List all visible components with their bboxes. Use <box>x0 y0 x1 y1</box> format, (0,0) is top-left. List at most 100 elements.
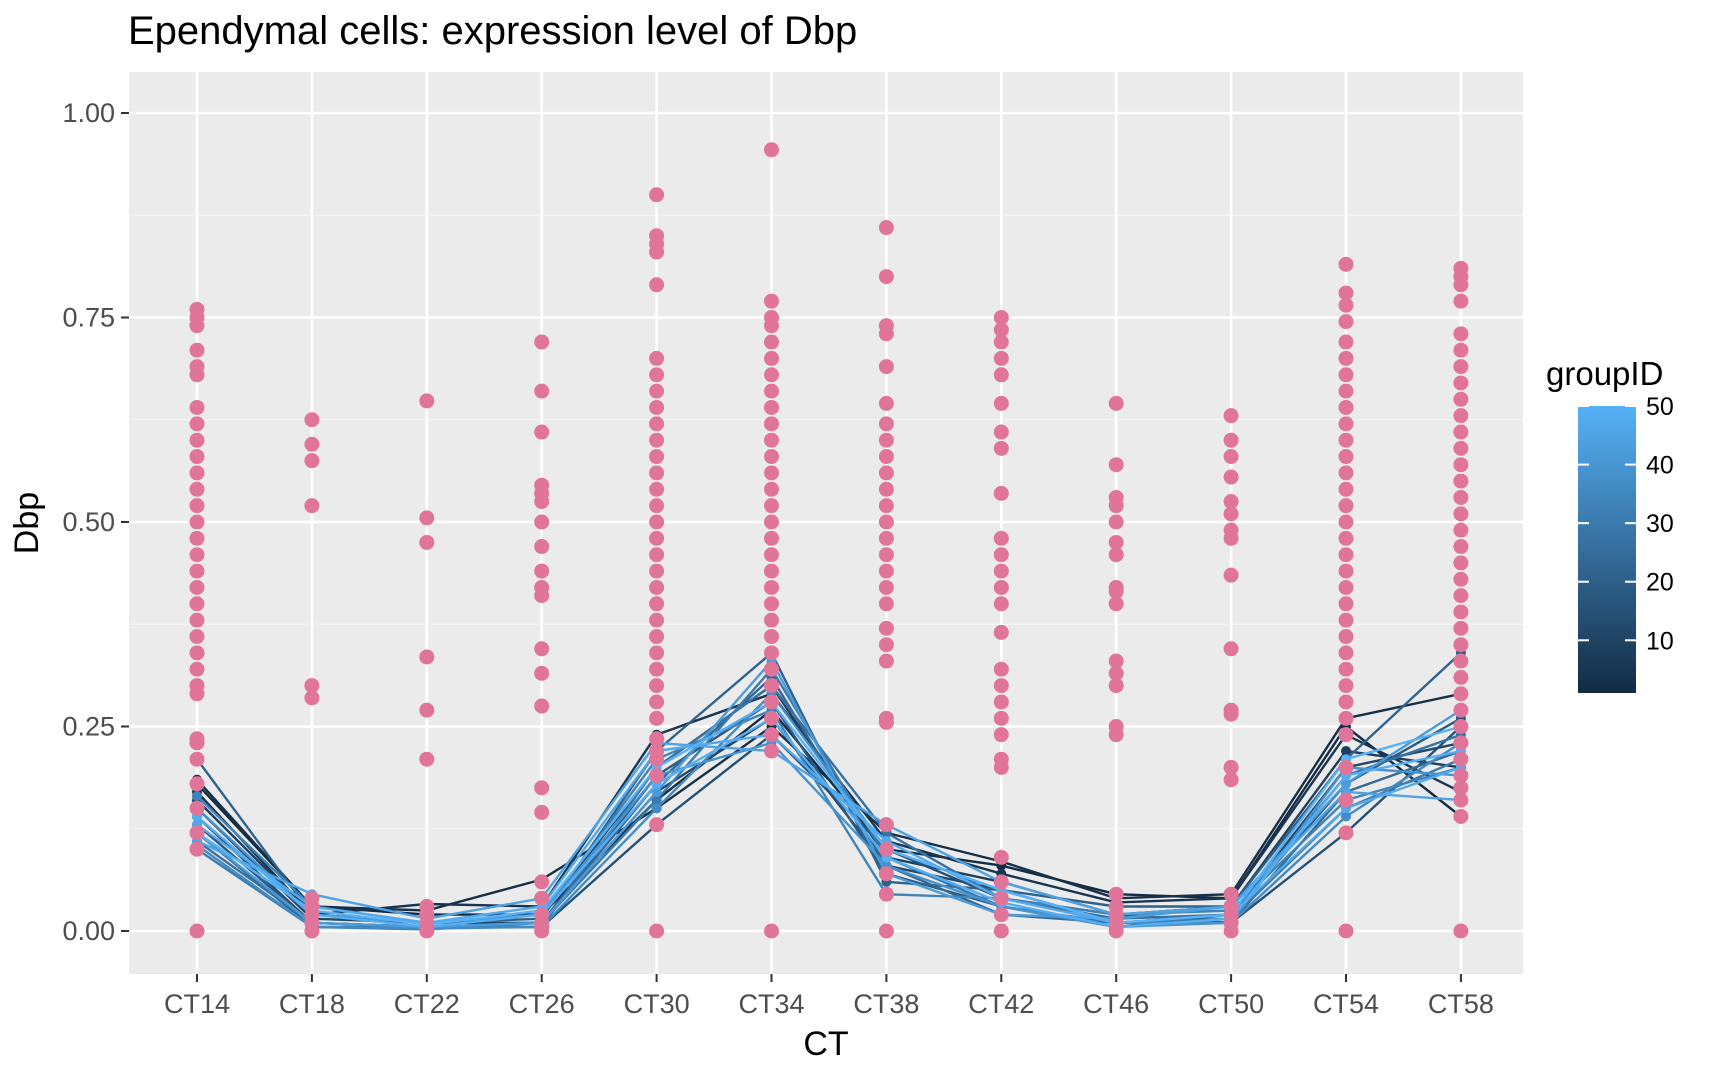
cell-point <box>649 731 665 747</box>
cell-point <box>1108 678 1124 694</box>
cell-point <box>878 841 894 857</box>
cell-point <box>993 424 1009 440</box>
cell-point <box>1223 641 1239 657</box>
cell-point <box>649 743 665 759</box>
cell-point <box>649 416 665 432</box>
cell-point <box>1338 678 1354 694</box>
cell-point <box>878 596 894 612</box>
cell-point <box>189 751 205 767</box>
cell-point <box>1338 596 1354 612</box>
cell-point <box>878 637 894 653</box>
cell-point <box>764 661 779 677</box>
cell-point <box>1453 506 1469 522</box>
cell-point <box>189 342 205 358</box>
cell-point <box>649 645 665 661</box>
cell-point <box>1338 432 1354 448</box>
cell-point <box>993 678 1009 694</box>
cell-point <box>764 514 779 530</box>
cell-point <box>649 449 665 465</box>
cell-point <box>649 694 665 710</box>
x-tick-label: CT18 <box>279 989 345 1019</box>
cell-point <box>649 579 665 595</box>
cell-point <box>1453 457 1469 473</box>
cell-point <box>878 498 894 514</box>
cell-point <box>1453 751 1469 767</box>
cell-point <box>764 727 779 743</box>
cell-point <box>1108 719 1124 734</box>
cell-point <box>1223 702 1239 718</box>
cell-point <box>534 665 550 681</box>
cell-point <box>1453 342 1469 358</box>
cell-point <box>1338 399 1354 415</box>
cell-point <box>993 547 1009 563</box>
cell-point <box>649 678 665 694</box>
cell-point <box>878 653 894 669</box>
cell-point <box>534 424 550 440</box>
cell-point <box>1108 886 1124 902</box>
cell-point <box>1453 792 1469 808</box>
y-tick-label: 0.25 <box>62 712 115 742</box>
cell-point <box>1338 661 1354 677</box>
cell-point <box>993 849 1009 865</box>
x-tick-label: CT38 <box>853 989 919 1019</box>
cell-point <box>649 228 665 244</box>
cell-point <box>1453 735 1469 751</box>
cell-point <box>1338 579 1354 595</box>
cell-point <box>878 514 894 530</box>
cell-point <box>649 465 665 481</box>
cell-point <box>764 383 779 399</box>
cell-point <box>189 530 205 546</box>
cell-point <box>878 359 894 375</box>
cell-point <box>1223 759 1239 775</box>
cell-point <box>878 620 894 636</box>
cell-point <box>1453 780 1469 796</box>
cell-point <box>1338 645 1354 661</box>
cell-point <box>993 727 1009 743</box>
cell-point <box>649 481 665 497</box>
cell-point <box>189 449 205 465</box>
cell-point <box>1338 256 1354 272</box>
cell-point <box>534 890 550 906</box>
series-line <box>196 700 1462 926</box>
cell-point <box>878 465 894 481</box>
cell-point <box>304 690 320 706</box>
cell-point <box>1338 710 1354 726</box>
cell-point <box>304 412 320 428</box>
cell-point <box>1223 408 1239 424</box>
cell-point <box>764 743 779 759</box>
cell-point <box>764 416 779 432</box>
cell-point <box>1453 653 1469 669</box>
cell-point <box>189 432 205 448</box>
legend-tick-label: 20 <box>1646 569 1674 597</box>
cell-point <box>1338 792 1354 808</box>
series-point <box>651 803 662 814</box>
cell-point <box>993 563 1009 579</box>
cell-point <box>878 395 894 411</box>
cell-point <box>1223 567 1239 583</box>
cell-point <box>1108 898 1124 914</box>
cell-point <box>534 641 550 657</box>
cell-point <box>1223 449 1239 465</box>
cell-point <box>649 923 665 939</box>
cell-point <box>764 547 779 563</box>
cell-point <box>878 318 894 334</box>
cell-point <box>878 481 894 497</box>
cell-point <box>189 498 205 514</box>
cell-point <box>189 731 205 747</box>
x-tick-label: CT42 <box>968 989 1034 1019</box>
cell-point <box>993 596 1009 612</box>
cell-point <box>1453 588 1469 604</box>
cell-point <box>1453 923 1469 939</box>
cell-point <box>189 645 205 661</box>
legend-title: groupID <box>1546 355 1663 392</box>
cell-point <box>419 510 435 526</box>
cell-point <box>1223 432 1239 448</box>
y-axis-title: Dbp <box>8 492 46 554</box>
cell-point <box>189 514 205 530</box>
cell-point <box>1338 563 1354 579</box>
legend-tick-label: 40 <box>1646 452 1674 480</box>
cell-point <box>649 514 665 530</box>
cell-point <box>1108 596 1124 612</box>
cell-point <box>878 563 894 579</box>
